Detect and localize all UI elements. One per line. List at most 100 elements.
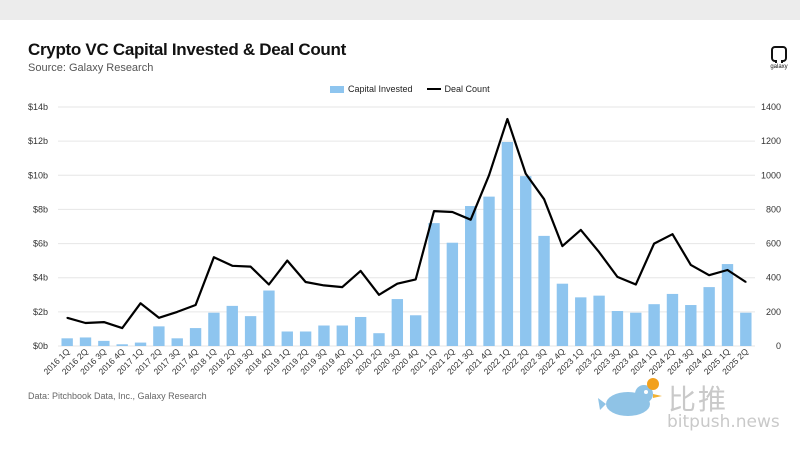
point-deal-count: [543, 198, 545, 200]
bar-capital-invested: [189, 328, 202, 346]
line-deal-count: [66, 117, 747, 330]
y-right-tick-label: 400: [766, 273, 781, 283]
bar-capital-invested: [556, 283, 569, 346]
legend-label-capital: Capital Invested: [348, 84, 413, 94]
y-right-tick-label: 1400: [761, 102, 781, 112]
bar-capital-invested: [391, 299, 404, 346]
y-right-tick-label: 1000: [761, 170, 781, 180]
bar-capital-invested: [501, 141, 514, 346]
bar-capital-invested: [336, 325, 348, 346]
point-deal-count: [323, 284, 325, 287]
y-right-tick-label: 0: [776, 341, 781, 351]
bar-capital-invested: [244, 316, 257, 346]
point-deal-count: [616, 276, 619, 278]
point-deal-count: [66, 317, 68, 319]
bar-capital-invested: [630, 312, 642, 346]
bar-capital-invested: [409, 315, 422, 346]
watermark-en: bitpush.news: [667, 412, 780, 432]
legend-swatch-deals: [426, 88, 441, 90]
bird-watermark-icon: [598, 378, 662, 416]
point-deal-count: [213, 256, 215, 259]
point-deal-count: [378, 293, 380, 296]
point-deal-count: [139, 302, 142, 305]
legend-label-deals: Deal Count: [444, 84, 490, 94]
point-deal-count: [433, 210, 435, 212]
y-right-tick-label: 800: [766, 204, 781, 214]
chart-legend: Capital Invested Deal Count: [330, 84, 490, 94]
galaxy-logo-icon: [771, 46, 787, 63]
bar-capital-invested: [263, 290, 275, 346]
point-deal-count: [451, 211, 454, 213]
point-deal-count: [506, 118, 509, 120]
point-deal-count: [414, 278, 417, 281]
bar-capital-invested: [428, 223, 440, 346]
bar-capital-invested: [611, 311, 624, 346]
y-left-tick-label: $10b: [28, 170, 48, 180]
point-deal-count: [690, 264, 692, 266]
legend-swatch-capital: [330, 85, 344, 93]
bar-capital-invested: [721, 264, 734, 346]
point-deal-count: [268, 283, 270, 286]
y-left-tick-label: $0b: [33, 341, 48, 351]
bar-capital-invested: [208, 312, 220, 346]
bar-capital-invested: [373, 333, 385, 346]
bar-capital-invested: [648, 304, 660, 346]
point-deal-count: [653, 242, 655, 245]
bar-capital-invested: [134, 342, 147, 346]
bar-capital-invested: [446, 242, 459, 346]
bar-capital-invested: [520, 176, 532, 346]
point-deal-count: [286, 259, 289, 262]
bar-capital-invested: [538, 235, 550, 346]
point-deal-count: [469, 218, 472, 221]
bar-capital-invested: [740, 312, 752, 346]
point-deal-count: [176, 311, 179, 313]
point-deal-count: [634, 283, 637, 286]
point-deal-count: [304, 281, 307, 283]
chart-title: Crypto VC Capital Invested & Deal Count: [28, 40, 346, 59]
point-deal-count: [524, 172, 527, 175]
bar-capital-invested: [318, 325, 330, 346]
bar-capital-invested: [703, 287, 715, 346]
bar-capital-invested: [171, 338, 183, 346]
bar-capital-invested: [299, 331, 312, 346]
bar-capital-invested: [281, 331, 293, 346]
point-deal-count: [488, 174, 490, 177]
y-left-tick-label: $8b: [33, 204, 48, 214]
point-deal-count: [103, 321, 105, 323]
chart-subtitle: Source: Galaxy Research: [28, 62, 154, 74]
point-deal-count: [158, 317, 160, 319]
point-deal-count: [745, 281, 747, 283]
point-deal-count: [359, 270, 362, 272]
galaxy-logo: galaxy: [768, 46, 790, 70]
bar-capital-invested: [116, 344, 128, 346]
y-left-tick-label: $14b: [28, 102, 48, 112]
bar-capital-invested: [465, 206, 477, 346]
top-band: [0, 0, 800, 20]
y-right-tick-label: 200: [766, 307, 781, 317]
bar-capital-invested: [61, 338, 73, 346]
bar-capital-invested: [483, 196, 495, 346]
watermark-zh: 比推: [668, 383, 729, 416]
bar-capital-invested: [354, 316, 367, 346]
bar-capital-invested: [666, 293, 679, 346]
point-deal-count: [598, 251, 600, 253]
bar-capital-invested: [226, 305, 238, 346]
y-left-tick-label: $12b: [28, 136, 48, 146]
point-deal-count: [341, 286, 344, 288]
point-deal-count: [396, 282, 399, 285]
y-right-tick-label: 600: [766, 239, 781, 249]
bar-capital-invested: [685, 305, 697, 346]
y-left-tick-label: $2b: [33, 307, 48, 317]
point-deal-count: [561, 245, 564, 247]
point-deal-count: [579, 229, 582, 231]
y-left-tick-label: $6b: [33, 239, 48, 249]
galaxy-logo-text: galaxy: [770, 64, 788, 70]
y-left-tick-label: $4b: [33, 273, 48, 283]
point-deal-count: [671, 233, 674, 235]
data-source-note: Data: Pitchbook Data, Inc., Galaxy Resea…: [28, 391, 207, 401]
point-deal-count: [726, 269, 729, 271]
point-deal-count: [231, 264, 234, 267]
point-deal-count: [194, 304, 197, 306]
bar-capital-invested: [575, 297, 587, 346]
